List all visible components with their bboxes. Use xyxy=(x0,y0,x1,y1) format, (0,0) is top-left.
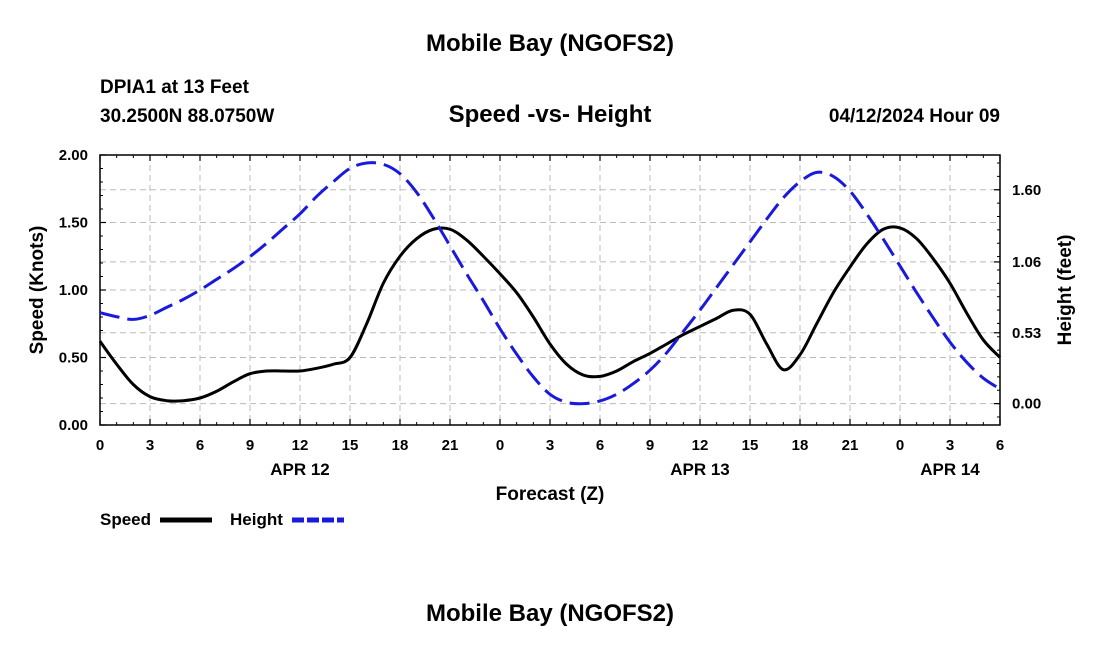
y2-tick-label: 1.60 xyxy=(1012,182,1041,199)
legend-speed-label: Speed xyxy=(100,510,151,529)
x-axis-label: Forecast (Z) xyxy=(496,484,605,505)
date-label: APR 14 xyxy=(920,460,980,479)
x-tick-label: 12 xyxy=(292,437,309,454)
y-tick-label: 0.00 xyxy=(59,417,88,434)
axes: 0 3 6 9 12 15 18 21 0 3 6 9 12 15 18 21 0 3 6 APR 12 APR 13 A… xyxy=(59,147,1041,479)
x-tick-label: 6 xyxy=(596,437,604,454)
x-tick-label: 21 xyxy=(842,437,859,454)
date-label: APR 12 xyxy=(270,460,330,479)
chart-title: Mobile Bay (NGOFS2) xyxy=(425,30,675,57)
footer-title: Mobile Bay (NGOFS2) xyxy=(425,600,675,627)
x-tick-label: 9 xyxy=(646,437,654,454)
x-tick-label: 3 xyxy=(946,437,954,454)
y2-tick-label: 0.53 xyxy=(1012,325,1041,342)
data-series xyxy=(98,161,1002,406)
y-tick-label: 2.00 xyxy=(59,147,88,164)
series-line-speed xyxy=(98,225,1002,403)
y-tick-label: 1.50 xyxy=(59,215,88,232)
legend: Speed Height xyxy=(100,510,344,529)
y-axis-label: Speed (Knots) xyxy=(27,226,48,355)
y2-axis-label: Height (feet) xyxy=(1055,235,1076,346)
x-tick-label: 18 xyxy=(392,437,409,454)
x-tick-label: 0 xyxy=(96,437,104,454)
x-tick-label: 0 xyxy=(896,437,904,454)
chart-subtitle: Speed -vs- Height xyxy=(448,101,652,128)
x-tick-label: 3 xyxy=(546,437,554,454)
y-tick-label: 1.00 xyxy=(59,282,88,299)
y2-tick-label: 1.06 xyxy=(1012,254,1041,271)
y2-tick-label: 0.00 xyxy=(1012,396,1041,413)
x-tick-label: 21 xyxy=(442,437,459,454)
x-tick-label: 12 xyxy=(692,437,709,454)
x-tick-label: 0 xyxy=(496,437,504,454)
x-tick-label: 15 xyxy=(742,437,759,454)
y-tick-label: 0.50 xyxy=(59,350,88,367)
series-line-height xyxy=(99,161,1001,406)
x-tick-label: 9 xyxy=(246,437,254,454)
legend-height-label: Height xyxy=(230,510,283,529)
date-label: APR 13 xyxy=(670,460,730,479)
x-tick-label: 18 xyxy=(792,437,809,454)
x-tick-label: 3 xyxy=(146,437,154,454)
x-tick-label: 15 xyxy=(342,437,359,454)
station-label: DPIA1 at 13 Feet xyxy=(100,77,249,98)
x-tick-label: 6 xyxy=(196,437,204,454)
x-tick-label: 6 xyxy=(996,437,1004,454)
station-coords: 30.2500N 88.0750W xyxy=(100,106,275,127)
forecast-datetime: 04/12/2024 Hour 09 xyxy=(828,106,1000,127)
speed-height-chart: 0 3 6 9 12 15 18 21 0 3 6 9 12 15 18 21 0 3 6 APR 12 APR 13 A… xyxy=(27,147,1076,529)
